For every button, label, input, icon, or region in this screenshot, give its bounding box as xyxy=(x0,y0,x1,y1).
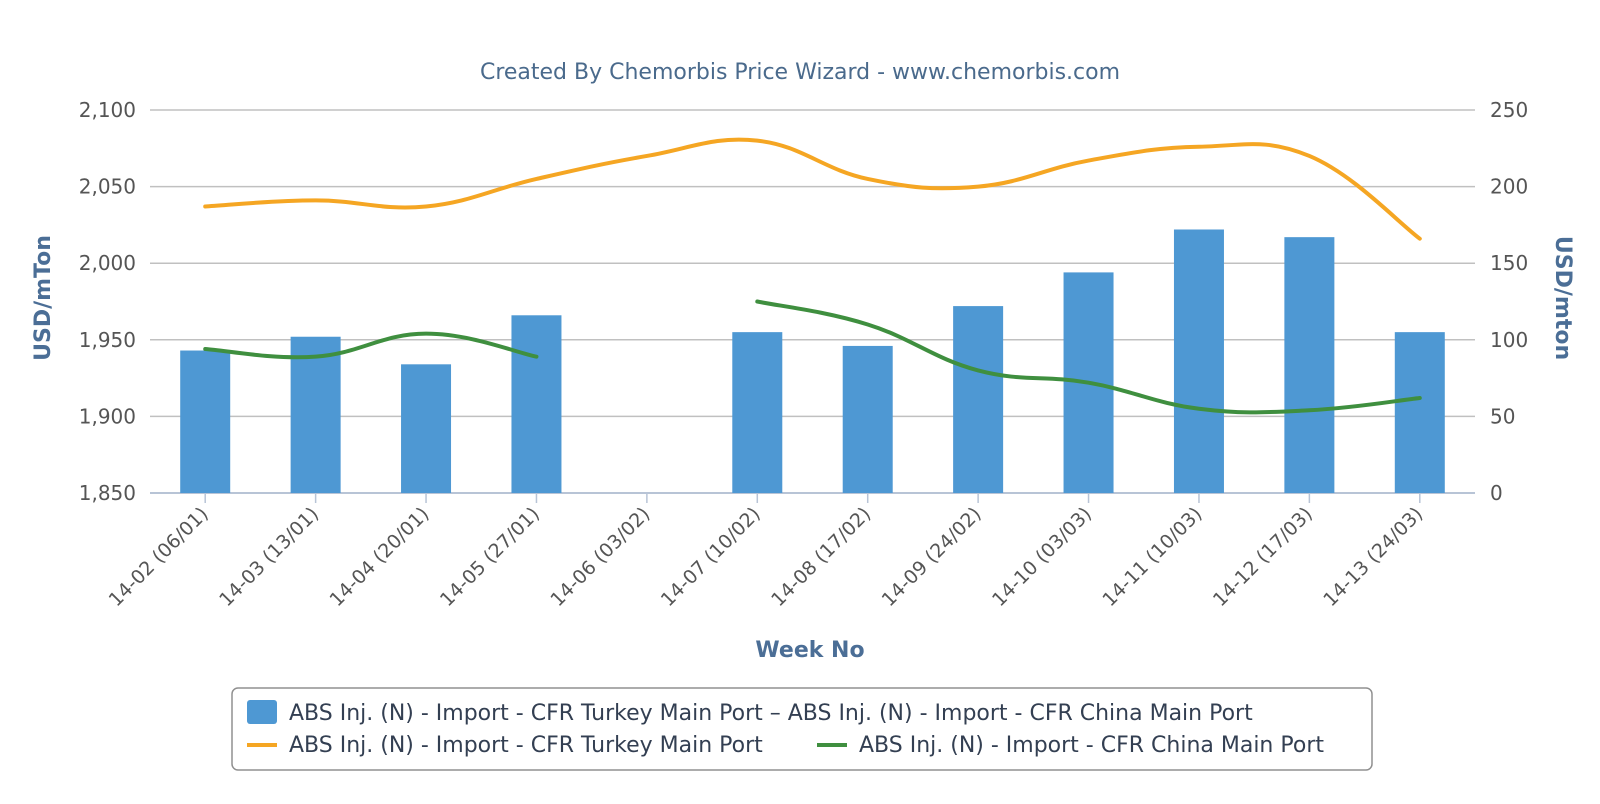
right-tick-label: 150 xyxy=(1490,251,1528,275)
bar[interactable] xyxy=(1284,237,1335,493)
right-axis-title: USD/mton xyxy=(1550,236,1575,360)
legend: ABS Inj. (N) - Import - CFR Turkey Main … xyxy=(231,687,1373,771)
left-tick-label: 2,000 xyxy=(79,251,136,275)
x-tick-label: 14-05 (27/01) xyxy=(436,503,544,611)
legend-item-turkey[interactable]: ABS Inj. (N) - Import - CFR Turkey Main … xyxy=(247,733,763,758)
bar[interactable] xyxy=(953,306,1004,493)
left-tick-label: 1,950 xyxy=(79,328,136,352)
x-tick-label: 14-13 (24/03) xyxy=(1319,503,1427,611)
x-axis-title: Week No xyxy=(755,638,864,663)
left-tick-label: 1,900 xyxy=(79,404,136,428)
x-tick-label: 14-11 (10/03) xyxy=(1098,503,1206,611)
bar[interactable] xyxy=(401,364,452,493)
legend-label-turkey: ABS Inj. (N) - Import - CFR Turkey Main … xyxy=(289,733,763,758)
left-tick-label: 1,850 xyxy=(79,481,136,505)
x-tick-label: 14-09 (24/02) xyxy=(878,503,986,611)
bar[interactable] xyxy=(1394,332,1445,493)
x-tick-label: 14-07 (10/02) xyxy=(657,503,765,611)
bar[interactable] xyxy=(842,345,893,493)
right-axis-ticks: 0 50 100 150 200 250 xyxy=(1490,98,1528,505)
right-tick-label: 200 xyxy=(1490,175,1528,199)
bar[interactable] xyxy=(180,350,231,493)
bar[interactable] xyxy=(290,336,341,493)
legend-item-china[interactable]: ABS Inj. (N) - Import - CFR China Main P… xyxy=(817,733,1324,758)
legend-box xyxy=(231,687,1373,771)
right-tick-label: 0 xyxy=(1490,481,1503,505)
right-tick-label: 250 xyxy=(1490,98,1528,122)
x-tick-label: 14-02 (06/01) xyxy=(105,503,213,611)
right-tick-label: 100 xyxy=(1490,328,1528,352)
legend-label-china: ABS Inj. (N) - Import - CFR China Main P… xyxy=(859,733,1324,758)
right-tick-label: 50 xyxy=(1490,404,1515,428)
x-tick-label: 14-12 (17/03) xyxy=(1209,503,1317,611)
china-price-line[interactable] xyxy=(755,299,1422,415)
left-axis-ticks: 1,850 1,900 1,950 2,000 2,050 2,100 xyxy=(79,98,136,505)
x-tick-label: 14-06 (03/02) xyxy=(546,503,654,611)
bar[interactable] xyxy=(1173,229,1224,493)
legend-item-bar[interactable]: ABS Inj. (N) - Import - CFR Turkey Main … xyxy=(247,700,1253,726)
bar[interactable] xyxy=(511,315,562,493)
legend-bar-swatch xyxy=(247,700,277,724)
china-price-line[interactable] xyxy=(203,331,539,360)
bar-series xyxy=(180,229,1445,493)
chart-subtitle: Created By Chemorbis Price Wizard - www.… xyxy=(480,60,1120,85)
turkey-price-line[interactable] xyxy=(203,137,1422,241)
x-tick-label: 14-04 (20/01) xyxy=(326,503,434,611)
legend-label-bar: ABS Inj. (N) - Import - CFR Turkey Main … xyxy=(289,701,1253,726)
x-tick-label: 14-03 (13/01) xyxy=(215,503,323,611)
x-axis-ticks: 14-02 (06/01) 14-03 (13/01) 14-04 (20/01) 1… xyxy=(105,493,1427,611)
left-tick-label: 2,050 xyxy=(79,175,136,199)
left-axis-title: USD/mTon xyxy=(31,235,56,361)
x-tick-label: 14-10 (03/03) xyxy=(988,503,1096,611)
bar[interactable] xyxy=(732,332,783,493)
left-tick-label: 2,100 xyxy=(79,98,136,122)
x-tick-label: 14-08 (17/02) xyxy=(767,503,875,611)
grid-lines xyxy=(150,109,1475,494)
line-series xyxy=(203,137,1422,415)
